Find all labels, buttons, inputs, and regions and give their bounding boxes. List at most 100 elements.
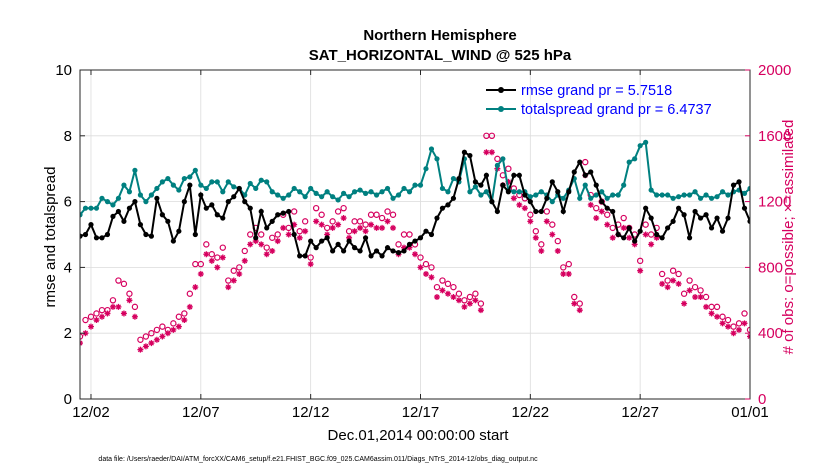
rmse-point: [571, 169, 577, 175]
rmse-point: [461, 149, 468, 155]
obs-possible-point: [214, 254, 221, 261]
obs-assimilated-point: [736, 326, 743, 333]
rmse-point: [192, 231, 198, 238]
rmse-point: [648, 215, 654, 221]
obs-assimilated-point: [148, 340, 155, 347]
rmse-point: [313, 245, 319, 251]
obs-assimilated-point: [796, 337, 802, 343]
totalspread-point: [604, 195, 610, 201]
obs-possible-point: [532, 228, 540, 235]
obs-possible-point: [571, 293, 578, 301]
obs-assimilated-point: [587, 201, 594, 208]
rmse-point: [297, 253, 303, 259]
totalspread-point: [659, 192, 665, 198]
obs-possible-point: [340, 204, 347, 212]
obs-assimilated-point: [373, 224, 380, 231]
rmse-point: [500, 182, 506, 188]
obs-possible-point: [219, 244, 226, 251]
obs-assimilated-point: [725, 323, 732, 330]
obs-assimilated-point: [346, 234, 353, 241]
obs-possible-point: [428, 264, 435, 271]
totalspread-point: [176, 187, 182, 193]
rmse-point: [681, 212, 687, 218]
rmse-point: [203, 205, 209, 211]
left-y-tick-label: 8: [64, 128, 72, 145]
obs-possible-point: [797, 331, 802, 336]
totalspread-point: [599, 189, 605, 195]
totalspread-point: [181, 175, 187, 182]
rmse-point: [247, 205, 253, 211]
obs-assimilated-point: [93, 317, 100, 324]
rmse-point: [824, 183, 829, 188]
rmse-point: [802, 212, 807, 217]
totalspread-point: [170, 182, 176, 188]
obs-possible-point: [318, 211, 325, 218]
obs-possible-point: [389, 211, 397, 218]
obs-possible-point: [680, 290, 688, 297]
rmse-point: [412, 238, 418, 244]
rmse-point: [478, 182, 484, 188]
obs-assimilated-point: [527, 218, 534, 225]
rmse-point: [621, 235, 627, 241]
obs-possible-point: [236, 264, 243, 271]
obs-possible-point: [82, 316, 89, 324]
obs-assimilated-point: [126, 297, 133, 304]
totalspread-point: [428, 146, 435, 152]
rmse-point: [159, 212, 165, 218]
totalspread-point: [527, 194, 533, 200]
obs-possible-point: [560, 264, 567, 271]
rmse-point: [220, 215, 226, 221]
rmse-point: [148, 233, 154, 239]
obs-assimilated-point: [708, 310, 715, 317]
obs-assimilated-point: [730, 330, 737, 337]
totalspread-point: [280, 195, 286, 201]
obs-assimilated-point: [247, 241, 254, 248]
obs-assimilated-point: [461, 303, 468, 310]
totalspread-point: [126, 189, 133, 195]
totalspread-point: [313, 190, 319, 196]
totalspread-point: [450, 175, 457, 182]
rmse-point: [357, 248, 363, 254]
left-y-tick-label: 4: [64, 259, 72, 276]
rmse-point: [214, 212, 220, 218]
obs-possible-point: [565, 260, 572, 268]
obs-possible-point: [620, 214, 627, 222]
obs-possible-point: [669, 267, 677, 274]
totalspread-point: [308, 185, 314, 192]
obs-possible-point: [433, 283, 441, 291]
left-y-tick-label: 2: [64, 325, 72, 342]
rmse-point: [143, 231, 149, 238]
obs-assimilated-point: [197, 270, 204, 277]
obs-assimilated-point: [269, 247, 276, 254]
x-tick-label: 01/01: [731, 404, 769, 421]
obs-possible-point: [296, 228, 303, 235]
obs-assimilated-point: [302, 228, 309, 235]
obs-assimilated-point: [642, 231, 649, 238]
obs-assimilated-point: [379, 224, 386, 231]
obs-possible-point: [395, 241, 402, 248]
obs-assimilated-point: [675, 280, 682, 287]
rmse-point: [637, 228, 643, 234]
legend-label-spread: totalspread grand pr = 6.4737: [521, 102, 712, 118]
rmse-point: [137, 222, 144, 228]
rmse-point: [110, 213, 116, 220]
obs-assimilated-point: [741, 320, 748, 327]
rmse-point: [121, 218, 127, 224]
obs-possible-point: [307, 254, 314, 261]
obs-possible-point: [131, 303, 139, 311]
totalspread-point: [813, 176, 818, 181]
rmse-point: [99, 235, 105, 241]
obs-assimilated-point: [648, 241, 655, 248]
totalspread-point: [319, 194, 325, 200]
obs-possible-point: [115, 277, 122, 284]
obs-possible-point: [819, 304, 824, 309]
obs-possible-point: [192, 260, 199, 268]
obs-assimilated-point: [390, 224, 397, 231]
obs-possible-point: [813, 288, 818, 293]
left-y-tick-label: 10: [55, 62, 72, 79]
obs-possible-point: [285, 224, 292, 232]
rmse-point: [335, 241, 341, 247]
axes: 12/02 12/07 12/12 12/17 12/22 12/27 01/0102468…: [55, 62, 791, 421]
totalspread-point: [253, 185, 259, 192]
totalspread-point: [417, 182, 424, 188]
